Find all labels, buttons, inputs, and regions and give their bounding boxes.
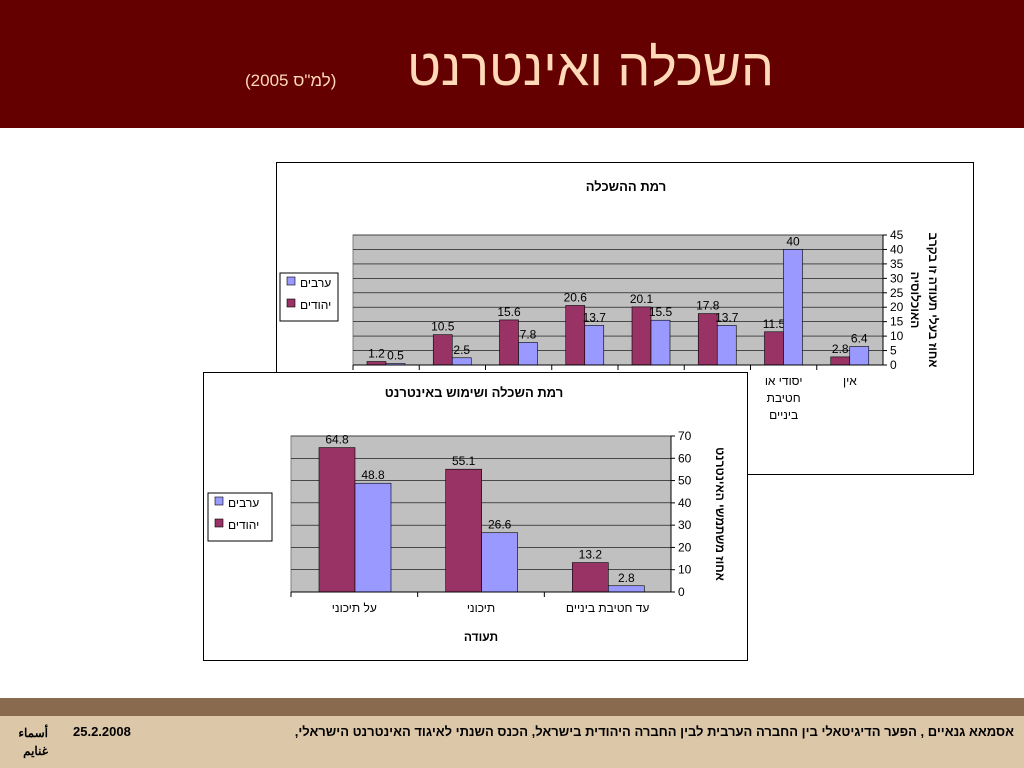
legend-label: יהודים	[228, 518, 259, 532]
legend-swatch-jews	[214, 518, 224, 528]
legend-swatch-arabs	[286, 276, 296, 286]
bar-jews	[830, 356, 851, 366]
bar-arabs	[608, 585, 645, 593]
data-label: 2.8	[832, 342, 849, 356]
footer-date: 25.2.2008	[73, 724, 131, 739]
data-label: 64.8	[325, 433, 349, 447]
y-tick-label: 0	[890, 358, 897, 372]
y-axis-title-group: אחוז בעלי תעודה זו בקרב האוכלוסיה	[908, 233, 940, 368]
data-label: 13.7	[583, 310, 607, 324]
data-label: 2.5	[453, 343, 470, 357]
data-label: 26.6	[488, 518, 512, 532]
x-tick-label: חטיבת	[767, 391, 801, 405]
data-label: 40	[786, 234, 800, 248]
data-label: 48.8	[361, 468, 385, 482]
y-axis-title-line: האוכלוסיה	[908, 272, 922, 329]
y-axis-title: אחוז משתמשי האינטרנט	[713, 447, 727, 581]
bar-jews	[445, 468, 482, 593]
legend-label: ערבים	[300, 276, 331, 290]
x-axis-title: תעודה	[464, 630, 498, 644]
y-tick-label: 10	[678, 563, 692, 577]
footer-citation: אסמאא גנאיים , הפער הדיגיטאלי בין החברה …	[294, 724, 1014, 739]
data-label: 17.8	[696, 299, 720, 313]
bar-arabs	[354, 482, 392, 593]
data-label: 55.1	[452, 454, 476, 468]
bar-arabs	[650, 319, 671, 366]
data-label: 6.4	[851, 332, 868, 346]
data-label: 20.1	[630, 292, 654, 306]
y-tick-label: 50	[678, 474, 692, 488]
y-axis-title-group: אחוז משתמשי האינטרנט	[713, 447, 727, 581]
y-tick-label: 40	[678, 496, 692, 510]
x-tick-label: תיכוני	[467, 601, 495, 615]
y-tick-label: 10	[890, 329, 904, 343]
legend-swatch-jews	[286, 298, 296, 308]
x-tick-label: עד חטיבת ביניים	[566, 601, 649, 615]
footer-author: أسماء غنايم	[18, 726, 48, 758]
legend-swatch-arabs	[214, 496, 224, 506]
slide-title: השכלה ואינטרנט	[407, 39, 774, 97]
x-tick-label: על תיכוני	[332, 601, 377, 615]
y-tick-label: 30	[678, 518, 692, 532]
internet-usage-chart: רמת השכלה ושימוש באינטרנט 0 10 20 30 40 50 60 70…	[203, 372, 748, 661]
legend-label: יהודים	[300, 298, 331, 312]
internet-usage-chart-svg: רמת השכלה ושימוש באינטרנט 0 10 20 30 40 50 60 70…	[207, 385, 727, 644]
y-tick-label: 20	[890, 300, 904, 314]
title-bar: השכלה ואינטרנט (למ"ס 2005)	[0, 0, 1024, 128]
data-label: 15.6	[497, 305, 521, 319]
footer: אסמאא גנאיים , הפער הדיגיטאלי בין החברה …	[0, 716, 1024, 768]
bar-arabs	[584, 325, 605, 366]
data-label: 13.7	[715, 310, 739, 324]
data-label: 15.5	[649, 305, 673, 319]
y-axis-title: אחוז בעלי תעודה זו בקרב האוכלוסיה	[908, 233, 940, 368]
bar-arabs	[849, 346, 870, 366]
bar-jews	[572, 562, 609, 593]
data-label: 2.8	[618, 571, 635, 585]
data-label: 11.5	[763, 317, 786, 331]
x-tick-label: ביניים	[769, 408, 798, 422]
bar-arabs	[451, 357, 472, 366]
plot-area	[352, 234, 884, 366]
bar-arabs	[518, 342, 538, 366]
y-tick-label: 15	[890, 315, 904, 329]
y-axis-title-line: אחוז בעלי תעודה זו בקרב	[926, 233, 940, 368]
y-tick-label: 25	[890, 286, 904, 300]
data-label: 0.5	[387, 349, 404, 363]
data-label: 1.2	[368, 347, 385, 361]
x-tick-label: יסודי או	[765, 374, 803, 388]
y-tick-label: 35	[890, 257, 904, 271]
chart-title: רמת השכלה ושימוש באינטרנט	[385, 385, 563, 400]
y-tick-label: 20	[678, 540, 692, 554]
y-tick-label: 30	[890, 271, 904, 285]
bar-jews	[432, 334, 453, 366]
data-label: 20.6	[564, 290, 588, 304]
y-tick-label: 0	[678, 585, 685, 599]
y-tick-label: 60	[678, 451, 692, 465]
bar-arabs	[716, 325, 737, 366]
legend-label: ערבים	[228, 496, 259, 510]
data-label: 13.2	[579, 548, 603, 562]
bar-jews	[764, 331, 784, 366]
y-tick-label: 40	[890, 242, 904, 256]
bar-arabs	[481, 532, 518, 593]
bar-jews	[318, 447, 356, 593]
data-label: 7.8	[520, 327, 537, 341]
chart-title: רמת ההשכלה	[586, 179, 666, 194]
data-label: 10.5	[431, 320, 455, 334]
bar-arabs	[783, 249, 803, 366]
y-tick-label: 45	[890, 228, 904, 242]
y-tick-label: 70	[678, 429, 692, 443]
slide-subtitle: (למ"ס 2005)	[245, 71, 337, 90]
footer-band	[0, 698, 1024, 716]
x-tick-label: אין	[843, 374, 857, 388]
bar-jews	[499, 319, 519, 366]
bar-jews	[366, 361, 387, 366]
y-tick-label: 5	[890, 344, 897, 358]
